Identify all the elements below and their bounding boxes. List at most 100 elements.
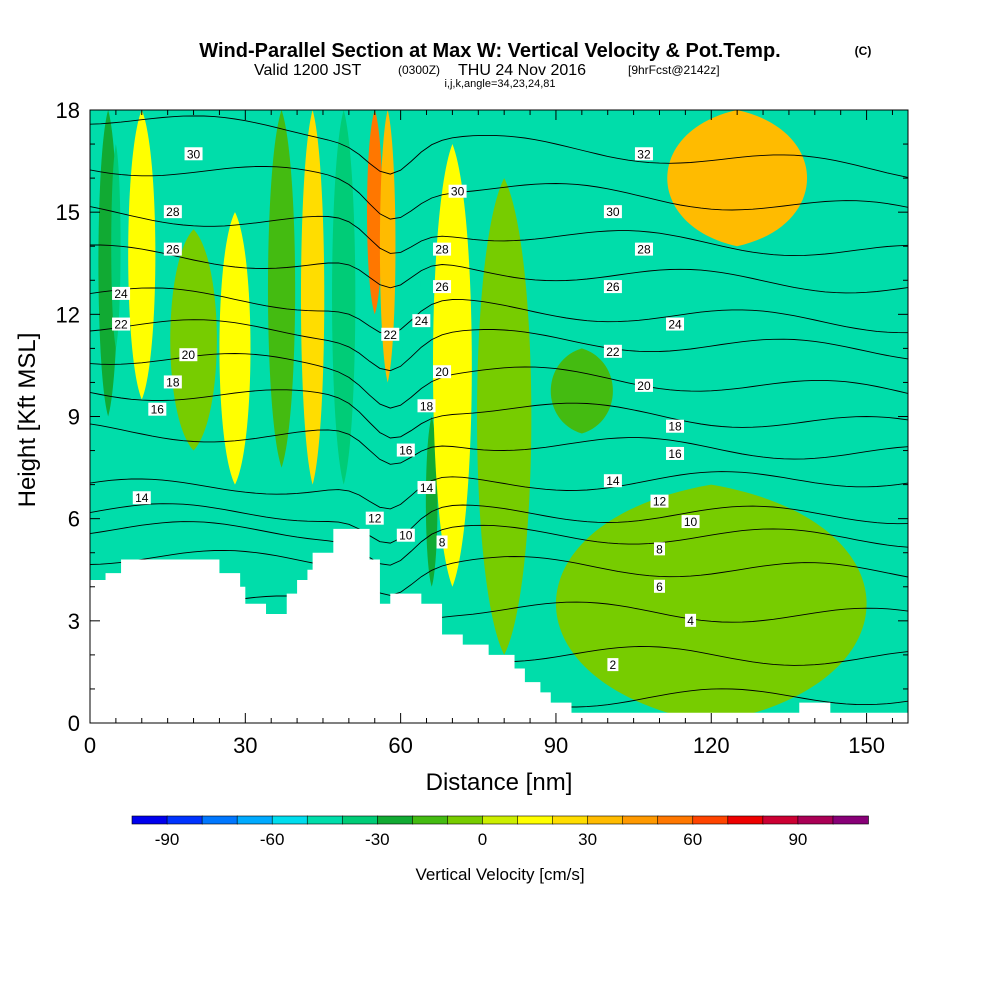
contour-label-box-2	[163, 242, 182, 256]
contour-label-25: 24	[668, 318, 682, 332]
contour-label-19: 28	[435, 243, 449, 257]
colorbar-tick-label-0: -90	[155, 830, 180, 849]
velocity-region-3	[170, 229, 217, 451]
theta-contour-30	[90, 166, 908, 220]
contour-label-box-8	[132, 491, 151, 505]
velocity-region-4	[219, 212, 251, 485]
y-axis-title: Height [Kft MSL]	[14, 333, 41, 508]
contour-label-box-24	[603, 280, 622, 294]
x-tick-label-0: 0	[84, 733, 96, 758]
contour-label-box-0	[184, 147, 203, 161]
contour-label-box-12	[396, 443, 415, 457]
velocity-region-13	[476, 178, 532, 655]
contour-label-box-21	[634, 147, 653, 161]
contour-label-box-7	[148, 402, 167, 416]
x-tick-label-60: 60	[388, 733, 412, 758]
contour-label-26: 22	[606, 345, 620, 359]
colorbar-tick-label-3: 0	[478, 830, 487, 849]
terrain-mask	[90, 528, 908, 723]
contour-label-31: 12	[653, 495, 667, 509]
colorbar-swatch-6	[341, 815, 379, 825]
contour-label-box-33	[653, 542, 665, 556]
colorbar-swatch-12	[552, 815, 589, 825]
contour-label-1: 28	[166, 205, 180, 219]
contour-label-13: 14	[420, 481, 434, 495]
contour-label-box-11	[436, 535, 448, 549]
contour-label-8: 14	[135, 491, 149, 505]
colorbar-swatch-10	[482, 815, 519, 825]
contour-label-29: 16	[668, 447, 682, 461]
contour-label-12: 16	[399, 444, 413, 458]
contour-label-28: 18	[668, 420, 682, 434]
x-tick-label-120: 120	[693, 733, 730, 758]
contour-label-box-34	[653, 579, 665, 593]
y-tick-label-0: 0	[68, 711, 80, 736]
contour-label-17: 24	[415, 314, 429, 328]
theta-contour-22	[90, 319, 908, 372]
theta-contour-8	[90, 549, 908, 596]
contour-label-6: 18	[166, 375, 180, 389]
colorbar-tick-label-4: 30	[578, 830, 597, 849]
contour-label-box-27	[634, 378, 653, 392]
colorbar-swatch-11	[517, 815, 554, 825]
contour-label-box-25	[666, 317, 685, 331]
theta-contour-26	[90, 244, 908, 294]
y-tick-label-3: 3	[68, 609, 80, 634]
contour-label-box-30	[603, 474, 622, 488]
colorbar-swatch-18	[762, 815, 799, 825]
colorbar-swatch-9	[447, 815, 484, 825]
contour-label-27: 20	[637, 379, 651, 393]
contour-label-box-1	[163, 205, 182, 219]
contour-label-4: 22	[114, 318, 128, 332]
y-tick-label-12: 12	[56, 302, 80, 327]
colorbar-swatch-0	[131, 815, 168, 825]
valid-time-utc: (0300Z)	[398, 63, 440, 77]
colorbar-swatch-2	[201, 815, 238, 825]
contour-label-box-15	[433, 365, 452, 379]
contour-label-11: 8	[439, 536, 446, 550]
contour-label-box-17	[412, 314, 431, 328]
contour-label-box-31	[650, 494, 669, 508]
contour-label-16: 22	[384, 328, 398, 342]
colorbar-swatch-13	[587, 815, 624, 825]
theta-contour-24	[90, 287, 908, 335]
y-tick-label-6: 6	[68, 507, 80, 532]
x-axis: 0 30 60 90 120 150	[84, 110, 893, 758]
colorbar-swatch-14	[622, 815, 659, 825]
theta-contour-20	[90, 353, 908, 409]
contour-label-15: 20	[435, 365, 449, 379]
contour-label-9: 12	[368, 512, 382, 526]
colorbar-swatch-8	[412, 815, 449, 825]
contour-label-box-35	[685, 613, 697, 627]
contour-label-box-14	[417, 399, 436, 413]
contour-label-21: 32	[637, 147, 651, 161]
contour-label-box-6	[163, 375, 182, 389]
colorbar-title: Vertical Velocity [cm/s]	[415, 865, 584, 884]
x-axis-title: Distance [nm]	[426, 769, 573, 796]
valid-time-prefix: Valid 1200 JST	[254, 62, 362, 79]
contour-label-14: 18	[420, 399, 434, 413]
contour-label-30: 14	[606, 474, 620, 488]
contour-label-box-5	[179, 348, 198, 362]
contour-label-box-22	[603, 205, 622, 219]
contour-label-box-16	[381, 327, 400, 341]
y-axis: 0 3 6 9 12 15 18	[56, 98, 908, 736]
theta-contour-12	[90, 503, 908, 544]
contour-label-0: 30	[187, 147, 201, 161]
contour-label-2: 26	[166, 243, 180, 257]
contour-label-3: 24	[114, 287, 128, 301]
x-tick-label-150: 150	[848, 733, 885, 758]
colorbar-tick-label-2: -30	[365, 830, 390, 849]
contour-label-5: 20	[182, 348, 196, 362]
theta-contour-10	[90, 521, 908, 566]
theta-contour-16	[90, 423, 908, 465]
velocity-region-15	[667, 110, 808, 247]
contour-label-22: 30	[606, 205, 620, 219]
contour-label-20: 30	[451, 185, 465, 199]
contour-label-box-28	[666, 419, 685, 433]
contour-label-24: 26	[606, 280, 620, 294]
velocity-region-11	[425, 416, 438, 587]
